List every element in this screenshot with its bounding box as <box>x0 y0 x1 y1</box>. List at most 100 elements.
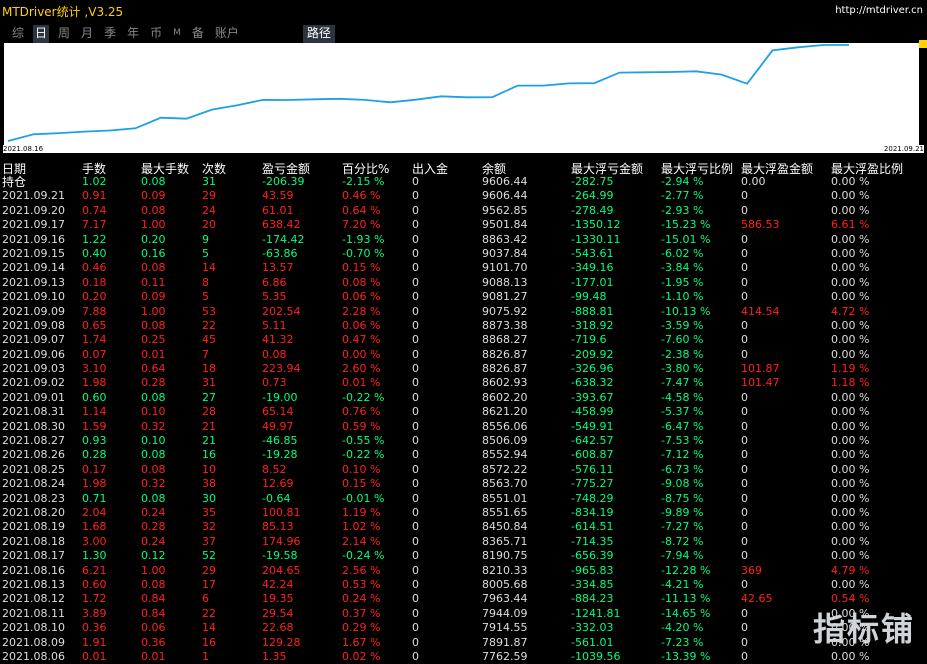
cell-max-lots: 0.32 <box>141 419 166 433</box>
cell-count: 52 <box>202 549 216 563</box>
cell-balance: 7963.44 <box>482 592 528 606</box>
table-row[interactable]: 2021.09.01 0.60 0.08 27 -19.00 -0.22 % 0 8602.2… <box>0 391 927 405</box>
table-row[interactable]: 2021.09.08 0.65 0.08 22 5.11 0.06 % 0 8873.38 -3… <box>0 319 927 333</box>
cell-pl-amount: 61.01 <box>262 203 294 217</box>
cell-lots: 1.02 <box>82 175 107 188</box>
cell-count: 5 <box>202 290 209 304</box>
table-row[interactable]: 2021.08.18 3.00 0.24 37 174.96 2.14 % 0 8365.71… <box>0 535 927 549</box>
cell-date: 2021.09.15 <box>2 246 65 260</box>
tab-8[interactable]: 备 <box>191 26 204 40</box>
tab-5[interactable]: 年 <box>127 26 140 40</box>
corner-square-icon[interactable] <box>919 40 927 48</box>
table-row[interactable]: 2021.09.13 0.18 0.11 8 6.86 0.08 % 0 9088.13 -17… <box>0 276 927 290</box>
website-link[interactable]: http://mtdriver.cn <box>835 5 923 16</box>
header-count[interactable]: 次数 <box>202 162 227 176</box>
header-in-out[interactable]: 出入金 <box>412 162 449 176</box>
table-row[interactable]: 2021.08.16 6.21 1.00 29 204.65 2.56 % 0 8210.33… <box>0 564 927 578</box>
cell-lots: 0.65 <box>82 318 107 332</box>
table-row[interactable]: 2021.08.17 1.30 0.12 52 -19.58 -0.24 % 0 8190.7… <box>0 549 927 563</box>
header-max-float-loss-pct[interactable]: 最大浮亏比例 <box>661 162 734 176</box>
cell-lots: 0.60 <box>82 577 107 591</box>
table-row[interactable]: 2021.09.14 0.46 0.08 14 13.57 0.15 % 0 9101.70 -… <box>0 261 927 275</box>
cell-in-out: 0 <box>412 606 419 620</box>
table-row[interactable]: 2021.08.12 1.72 0.84 6 19.35 0.24 % 0 7963.44 -8… <box>0 592 927 606</box>
header-pl-amount[interactable]: 盈亏金额 <box>262 162 311 176</box>
cell-count: 53 <box>202 304 216 318</box>
cell-max-float-loss: -349.16 <box>571 261 614 275</box>
cell-count: 37 <box>202 534 216 548</box>
cell-in-out: 0 <box>412 232 419 246</box>
tab-10[interactable]: 路径 <box>302 25 335 43</box>
header-date[interactable]: 日期 <box>2 162 27 176</box>
cell-max-float-profit: 0 <box>741 534 748 548</box>
cell-date: 2021.08.13 <box>2 577 65 591</box>
cell-balance: 8551.01 <box>482 491 528 505</box>
cell-pl-amount: -0.64 <box>262 491 291 505</box>
tab-1[interactable]: 日 <box>33 25 50 43</box>
tab-0[interactable]: 综 <box>12 26 25 40</box>
cell-max-float-profit-pct: 4.72 % <box>831 304 870 318</box>
cell-max-float-profit-pct: 4.79 % <box>831 563 870 577</box>
table-row[interactable]: 2021.08.23 0.71 0.08 30 -0.64 -0.01 % 0 8551.01… <box>0 492 927 506</box>
table-row[interactable]: 2021.09.16 1.22 0.20 9 -174.42 -1.93 % 0 8863.4… <box>0 233 927 247</box>
cell-count: 29 <box>202 189 216 203</box>
tab-2[interactable]: 周 <box>58 26 71 40</box>
cell-date: 2021.08.10 <box>2 621 65 635</box>
cell-lots: 0.18 <box>82 275 107 289</box>
table-row[interactable]: 2021.08.24 1.98 0.32 38 12.69 0.15 % 0 8563.70 -… <box>0 477 927 491</box>
cell-balance: 8210.33 <box>482 563 528 577</box>
table-row[interactable]: 2021.08.13 0.60 0.08 17 42.24 0.53 % 0 8005.68 -… <box>0 578 927 592</box>
table-row[interactable]: 2021.08.10 0.36 0.06 14 22.68 0.29 % 0 7914.55 -… <box>0 621 927 635</box>
table-row[interactable]: 2021.09.15 0.40 0.16 5 -63.86 -0.70 % 0 9037.84… <box>0 247 927 261</box>
cell-max-float-profit-pct: 0.00 % <box>831 520 870 534</box>
table-row[interactable]: 2021.08.20 2.04 0.24 35 100.81 1.19 % 0 8551.65… <box>0 506 927 520</box>
cell-count: 22 <box>202 606 216 620</box>
table-row[interactable]: 持仓 1.02 0.08 31 -206.39 -2.15 % 0 9606.44 -282.7… <box>0 175 927 189</box>
table-row[interactable]: 2021.08.25 0.17 0.08 10 8.52 0.10 % 0 8572.22 -5… <box>0 463 927 477</box>
header-max-float-loss[interactable]: 最大浮亏金额 <box>571 162 644 176</box>
cell-percent: 1.67 % <box>342 635 381 649</box>
table-row[interactable]: 2021.09.03 3.10 0.64 18 223.94 2.60 % 0 8826.87… <box>0 362 927 376</box>
table-row[interactable]: 2021.09.21 0.91 0.09 29 43.59 0.46 % 0 9606.44 -… <box>0 189 927 203</box>
cell-balance: 9081.27 <box>482 290 528 304</box>
cell-lots: 1.68 <box>82 520 107 534</box>
header-max-lots[interactable]: 最大手数 <box>141 162 190 176</box>
header-percent[interactable]: 百分比% <box>342 162 390 176</box>
header-balance[interactable]: 余额 <box>482 162 507 176</box>
cell-pl-amount: 65.14 <box>262 405 294 419</box>
tab-6[interactable]: 币 <box>150 26 163 40</box>
tab-4[interactable]: 季 <box>104 26 117 40</box>
header-max-float-profit[interactable]: 最大浮盈金额 <box>741 162 814 176</box>
table-row[interactable]: 2021.09.10 0.20 0.09 5 5.35 0.06 % 0 9081.27 -99… <box>0 290 927 304</box>
table-row[interactable]: 2021.09.07 1.74 0.25 45 41.32 0.47 % 0 8868.27 -… <box>0 333 927 347</box>
cell-max-float-loss-pct: -4.21 % <box>661 577 704 591</box>
cell-count: 30 <box>202 491 216 505</box>
table-row[interactable]: 2021.08.19 1.68 0.28 32 85.13 1.02 % 0 8450.84 -… <box>0 520 927 534</box>
cell-lots: 1.91 <box>82 635 107 649</box>
cell-max-lots: 0.24 <box>141 505 166 519</box>
header-max-float-profit-pct[interactable]: 最大浮盈比例 <box>831 162 904 176</box>
cell-max-float-loss-pct: -6.47 % <box>661 419 704 433</box>
table-row[interactable]: 2021.08.31 1.14 0.10 28 65.14 0.76 % 0 8621.20 -… <box>0 405 927 419</box>
header-lots[interactable]: 手数 <box>82 162 107 176</box>
table-row[interactable]: 2021.08.06 0.01 0.01 1 1.35 0.02 % 0 7762.59 -10… <box>0 650 927 664</box>
cell-max-float-profit: 0 <box>741 318 748 332</box>
tab-9[interactable]: 账户 <box>214 26 239 40</box>
table-row[interactable]: 2021.09.17 7.17 1.00 20 638.42 7.20 % 0 9501.84… <box>0 218 927 232</box>
table-row[interactable]: 2021.08.11 3.89 0.84 22 29.54 0.37 % 0 7944.09 -… <box>0 607 927 621</box>
cell-max-float-profit: 414.54 <box>741 304 780 318</box>
table-row[interactable]: 2021.08.26 0.28 0.08 16 -19.28 -0.22 % 0 8552.9… <box>0 448 927 462</box>
cell-date: 2021.08.30 <box>2 419 65 433</box>
table-row[interactable]: 2021.08.27 0.93 0.10 21 -46.85 -0.55 % 0 8506.0… <box>0 434 927 448</box>
table-row[interactable]: 2021.09.02 1.98 0.28 31 0.73 0.01 % 0 8602.93 -6… <box>0 376 927 390</box>
tab-7[interactable]: M <box>173 28 181 38</box>
cell-pl-amount: 5.11 <box>262 318 287 332</box>
cell-max-float-profit: 0 <box>741 635 748 649</box>
table-row[interactable]: 2021.09.09 7.88 1.00 53 202.54 2.28 % 0 9075.92… <box>0 305 927 319</box>
tab-3[interactable]: 月 <box>81 26 94 40</box>
table-row[interactable]: 2021.08.09 1.91 0.36 16 129.28 1.67 % 0 7891.87… <box>0 636 927 650</box>
cell-max-float-loss: -282.75 <box>571 175 614 188</box>
table-row[interactable]: 2021.09.20 0.74 0.08 24 61.01 0.64 % 0 9562.85 -… <box>0 204 927 218</box>
table-row[interactable]: 2021.08.30 1.59 0.32 21 49.97 0.59 % 0 8556.06 -… <box>0 420 927 434</box>
table-row[interactable]: 2021.09.06 0.07 0.01 7 0.08 0.00 % 0 8826.87 -20… <box>0 348 927 362</box>
